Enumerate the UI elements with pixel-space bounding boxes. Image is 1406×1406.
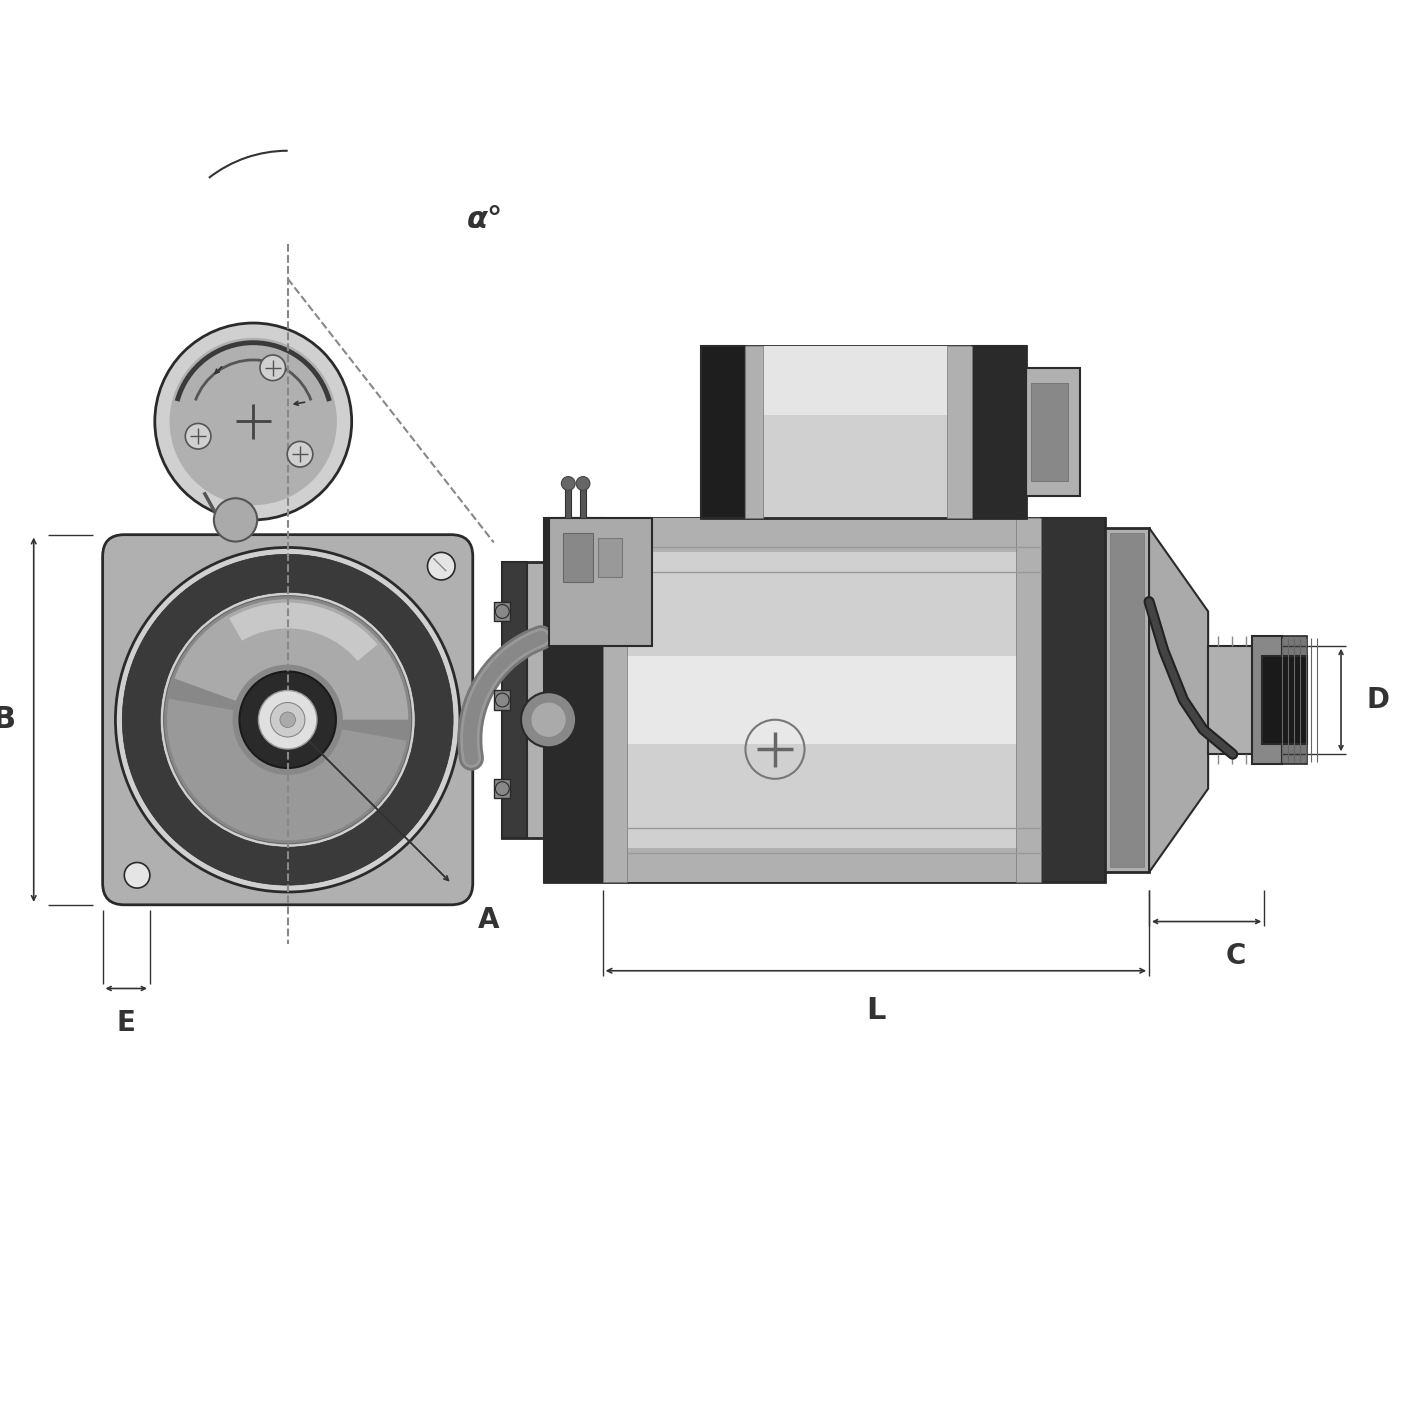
Bar	[1026, 368, 1080, 496]
Bar	[495, 602, 510, 621]
Text: L: L	[866, 995, 886, 1025]
Wedge shape	[122, 554, 453, 886]
Circle shape	[531, 702, 567, 738]
FancyBboxPatch shape	[103, 534, 472, 905]
Bar	[702, 346, 745, 517]
Wedge shape	[229, 603, 377, 661]
Text: A: A	[478, 905, 499, 934]
Bar	[702, 346, 1026, 517]
Bar	[544, 517, 603, 882]
Circle shape	[214, 498, 257, 541]
Bar	[1253, 636, 1282, 763]
Bar	[502, 562, 544, 838]
Circle shape	[561, 477, 575, 491]
Circle shape	[239, 672, 336, 768]
Bar	[544, 655, 1105, 744]
Text: D: D	[1367, 686, 1391, 714]
Bar	[972, 346, 1026, 517]
Wedge shape	[172, 342, 253, 502]
Bar	[745, 346, 763, 517]
Bar	[1263, 655, 1306, 744]
Text: E: E	[117, 1010, 136, 1038]
Text: α°: α°	[467, 205, 503, 235]
Bar	[1109, 533, 1144, 868]
Circle shape	[576, 477, 591, 491]
Text: B: B	[0, 706, 15, 734]
Bar	[731, 346, 997, 415]
Bar	[1282, 636, 1306, 763]
Circle shape	[260, 354, 285, 381]
Bar	[1017, 517, 1040, 882]
Bar	[544, 517, 1105, 553]
Bar	[548, 517, 652, 645]
Bar	[1105, 527, 1149, 872]
Bar	[603, 517, 627, 882]
Wedge shape	[167, 699, 406, 841]
Bar	[581, 484, 586, 517]
Bar	[598, 537, 623, 576]
Bar	[495, 690, 510, 710]
Circle shape	[170, 337, 337, 505]
Bar	[565, 484, 571, 517]
Circle shape	[259, 690, 316, 749]
Text: C: C	[1226, 942, 1246, 970]
Polygon shape	[1149, 527, 1208, 872]
Circle shape	[155, 323, 352, 520]
Bar	[1040, 517, 1105, 882]
Bar	[544, 848, 1105, 882]
Bar	[564, 533, 593, 582]
Circle shape	[427, 553, 456, 579]
Circle shape	[163, 596, 412, 844]
Bar	[544, 517, 1105, 882]
Circle shape	[495, 605, 509, 619]
Bar	[1031, 382, 1069, 481]
Bar	[502, 562, 527, 838]
Circle shape	[287, 441, 312, 467]
Bar	[948, 346, 972, 517]
Circle shape	[124, 862, 150, 889]
Circle shape	[522, 692, 576, 748]
Bar	[495, 779, 510, 799]
Wedge shape	[174, 599, 408, 720]
Circle shape	[186, 423, 211, 449]
Circle shape	[495, 782, 509, 796]
Circle shape	[280, 711, 295, 727]
Bar	[1208, 645, 1272, 754]
Circle shape	[270, 703, 305, 737]
Circle shape	[495, 693, 509, 707]
Circle shape	[115, 547, 460, 891]
